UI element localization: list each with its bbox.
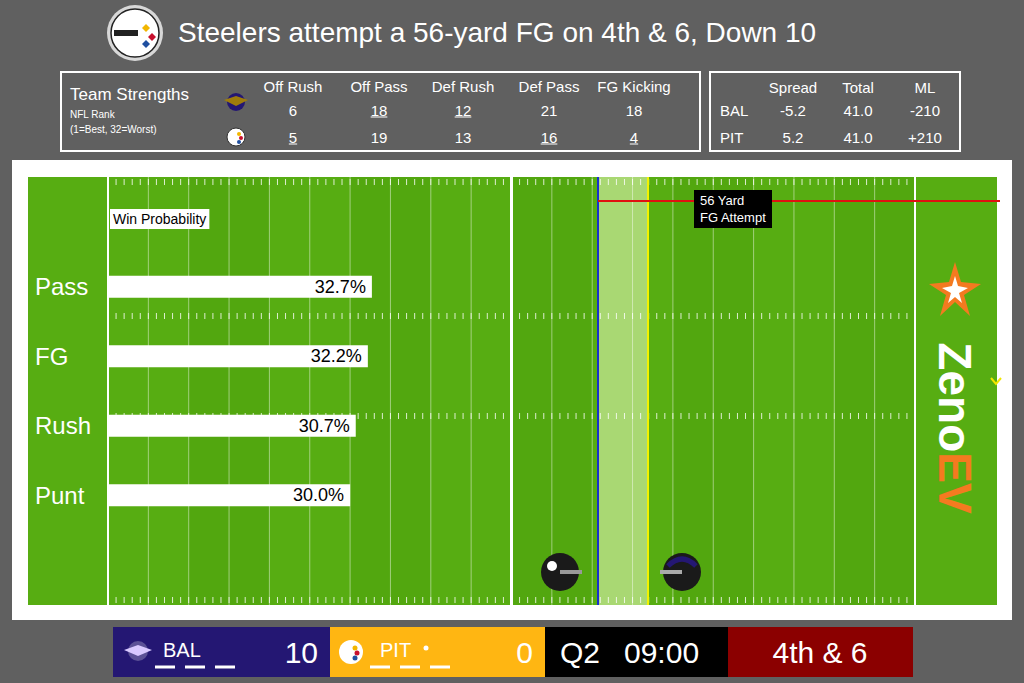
html-text:Team Strengths: Team Strengths	[70, 85, 190, 104]
html-text:6: 6	[288, 101, 298, 119]
html-text:41.0: 41.0	[843, 128, 873, 146]
html-text:PIT: PIT	[720, 128, 744, 146]
html-text:Steelers attempt a 56-yard FG: Steelers attempt a 56-yard FG on 4th & 6…	[178, 17, 817, 48]
html-text:18: 18	[370, 101, 388, 119]
html-text:Off Pass: Off Pass	[350, 77, 408, 95]
html-text:FG Attempt: FG Attempt	[700, 210, 766, 225]
html-text:-210: -210	[910, 101, 940, 119]
html-text:Total: Total	[842, 78, 874, 96]
html-text:(1=Best, 32=Worst): (1=Best, 32=Worst)	[70, 123, 157, 135]
html-text:21: 21	[540, 101, 558, 119]
svg-text:Punt: Punt	[35, 482, 85, 509]
svg-text:Rush: Rush	[35, 412, 91, 439]
html-text:BAL: BAL	[163, 638, 201, 661]
html-text:PIT: PIT	[380, 638, 412, 661]
svg-text:Win Probability: Win Probability	[113, 211, 206, 227]
html-text:4th & 6: 4th & 6	[772, 636, 868, 669]
html-text:41.0: 41.0	[843, 101, 873, 119]
html-text:EV: EV	[929, 452, 981, 514]
html-text:18: 18	[625, 101, 643, 119]
html-text:BAL: BAL	[720, 101, 749, 119]
html-text:+210: +210	[908, 128, 942, 146]
html-text:NFL Rank: NFL Rank	[70, 108, 115, 120]
html-text:56 Yard: 56 Yard	[700, 193, 745, 208]
html-text:-5.2: -5.2	[780, 101, 806, 119]
svg-text:FG: FG	[35, 343, 68, 370]
html-text:5: 5	[288, 128, 298, 146]
html-text:ML: ML	[914, 78, 936, 96]
html-text:16: 16	[540, 128, 558, 146]
html-text:4: 4	[629, 128, 639, 146]
html-text:Off Rush: Off Rush	[263, 77, 323, 95]
svg-text:32.2%: 32.2%	[311, 346, 362, 366]
html-text:19: 19	[370, 128, 388, 146]
svg-text:Pass: Pass	[35, 273, 88, 300]
svg-text:32.7%: 32.7%	[315, 277, 366, 297]
html-text:0: 0	[516, 636, 533, 669]
html-text:Spread: Spread	[768, 78, 818, 96]
svg-text:30.0%: 30.0%	[293, 485, 344, 505]
html-text:Def Pass: Def Pass	[518, 77, 580, 95]
html-text:Def Rush: Def Rush	[431, 77, 495, 95]
html-text:09:00: 09:00	[624, 636, 700, 669]
svg-text:30.7%: 30.7%	[299, 416, 350, 436]
html-text:10: 10	[284, 636, 318, 669]
html-text:12: 12	[454, 101, 472, 119]
html-text:13: 13	[454, 128, 472, 146]
html-text:Zeno: Zeno	[929, 342, 981, 453]
html-text:FG Kicking: FG Kicking	[597, 77, 671, 95]
html-text:Q2: Q2	[560, 636, 600, 669]
html-text:5.2: 5.2	[782, 128, 804, 146]
